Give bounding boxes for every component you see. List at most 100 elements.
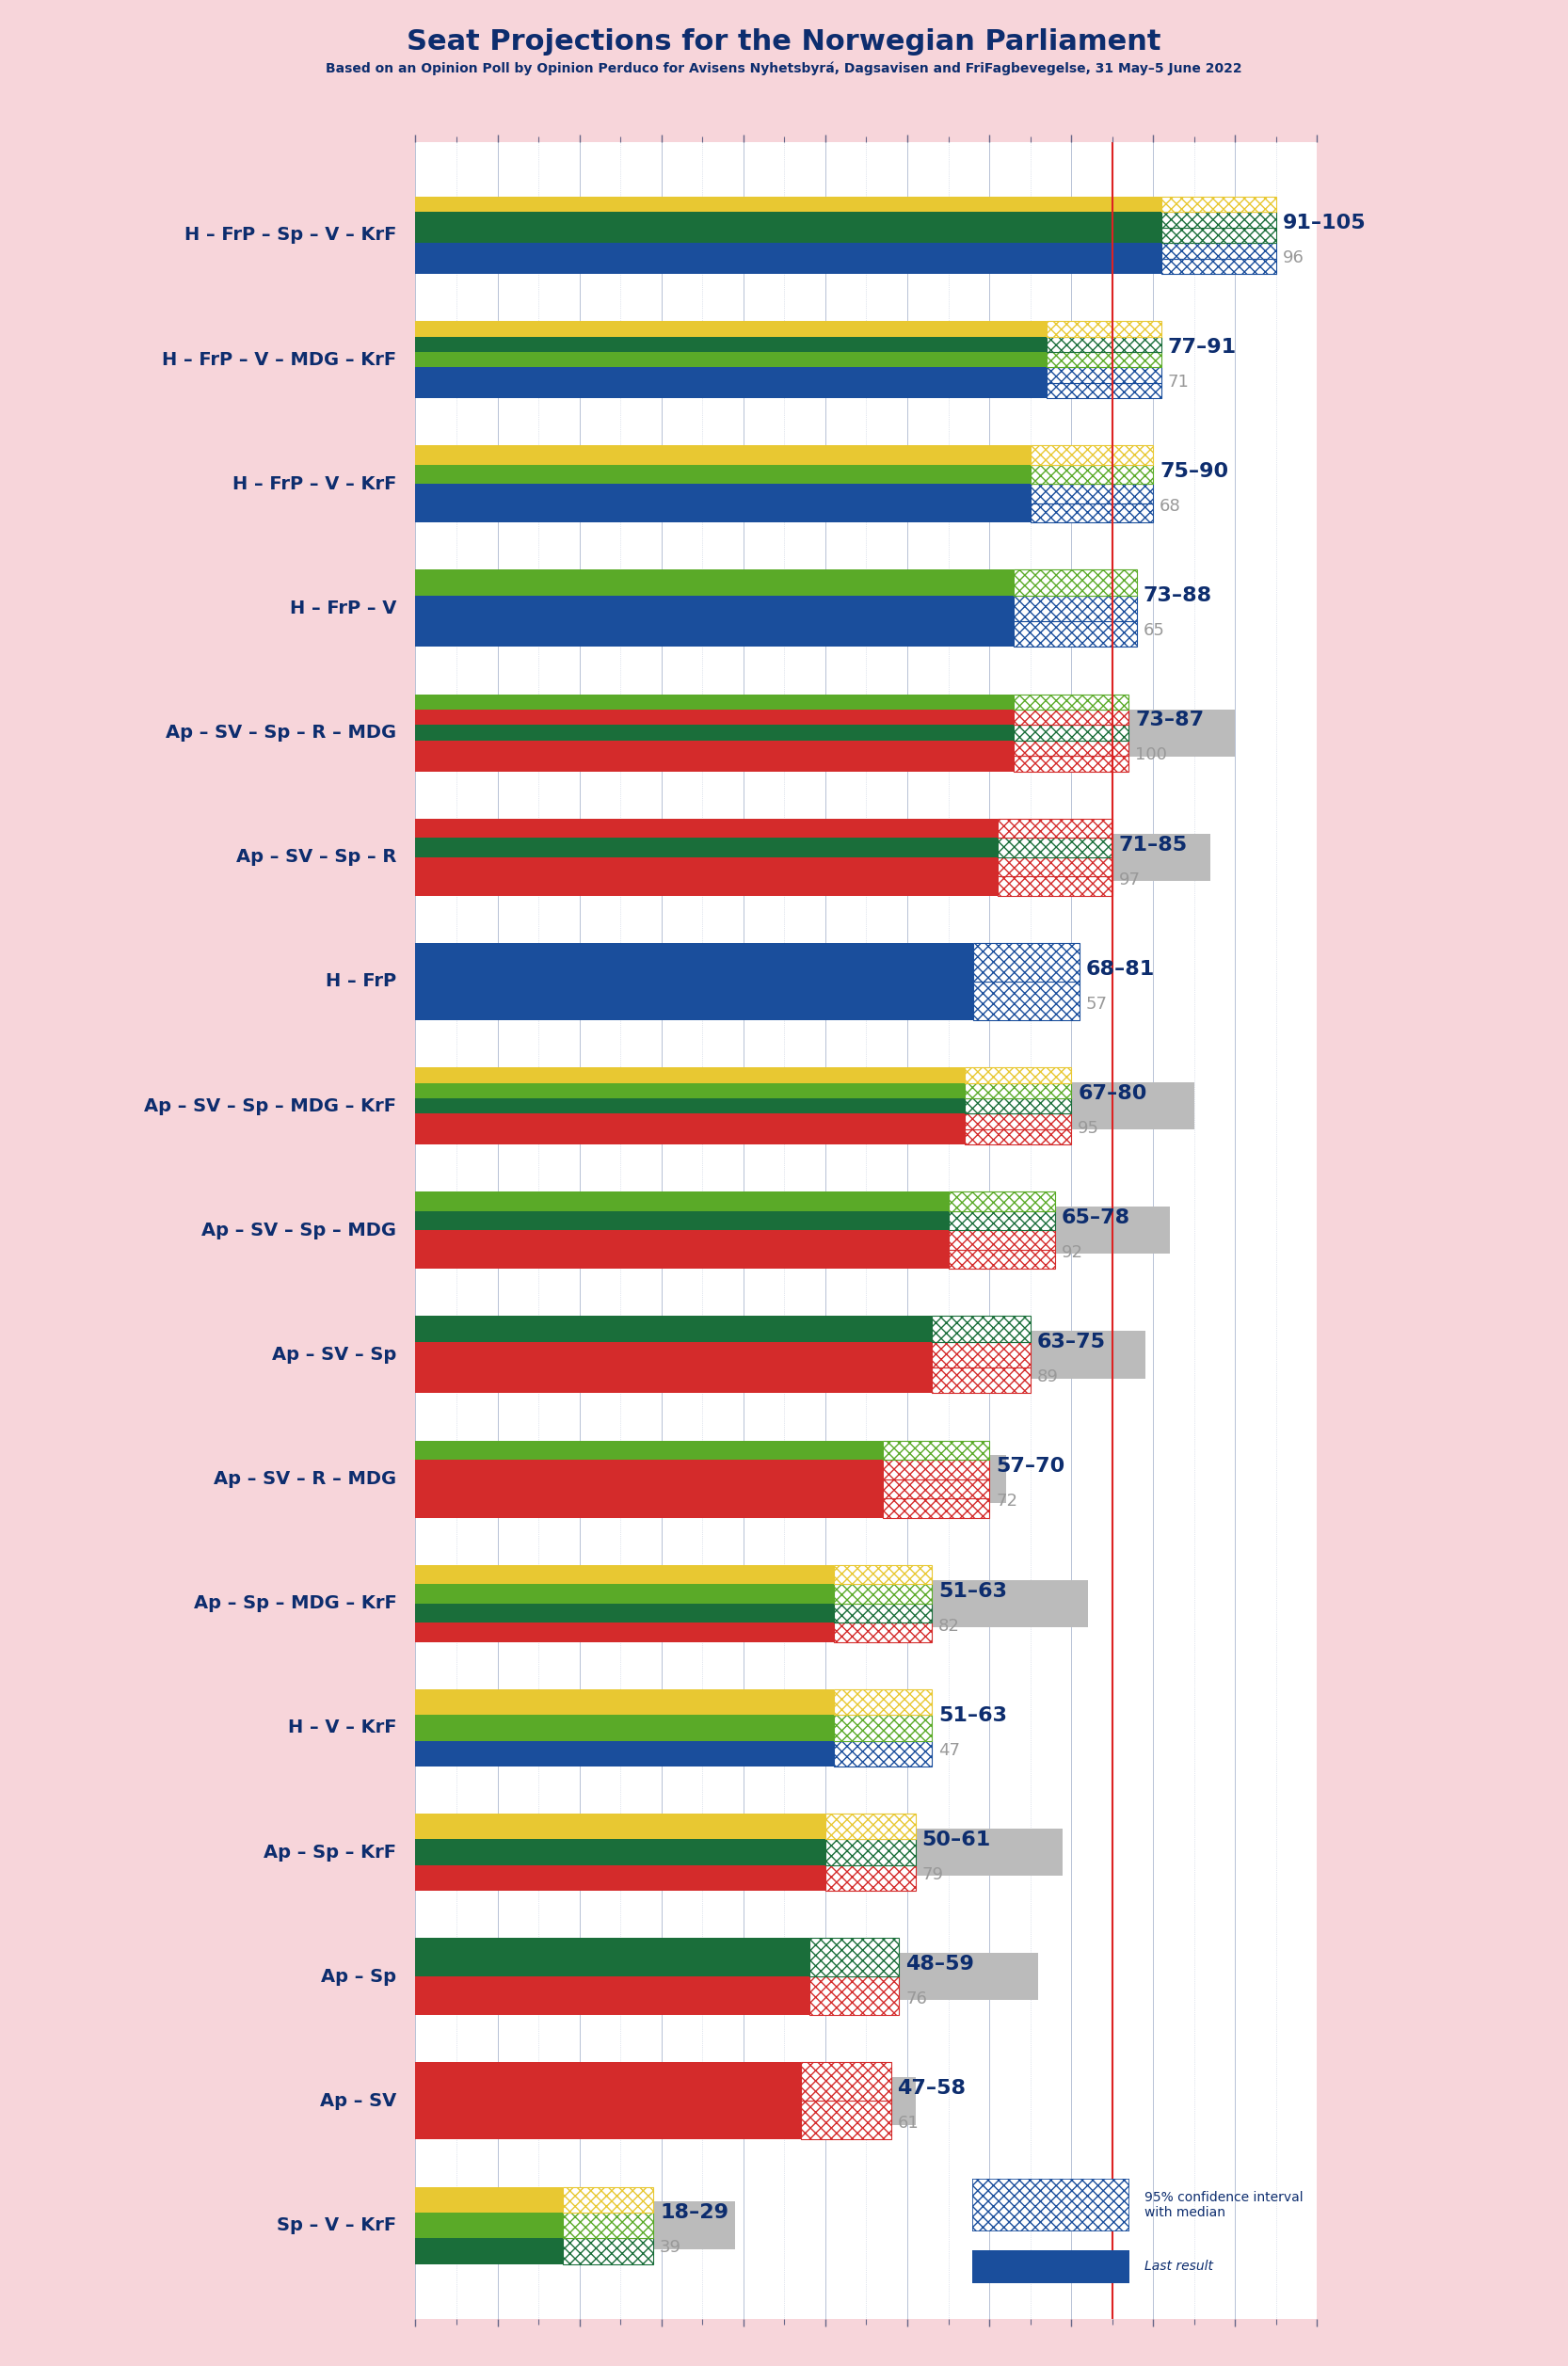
Bar (931, 1315, 1030, 1342)
Bar (964, 1129, 1071, 1145)
Bar (416, 819, 997, 838)
Bar (1014, 622, 1137, 646)
Bar (416, 838, 997, 856)
Bar (416, 1129, 964, 1145)
Bar (416, 570, 1014, 596)
Text: 89: 89 (1036, 1368, 1058, 1386)
Text: 72: 72 (996, 1493, 1018, 1510)
Bar (834, 1604, 931, 1623)
Bar (801, 2063, 891, 2101)
Bar (1014, 755, 1129, 771)
Bar (416, 1342, 931, 1368)
Text: 67–80: 67–80 (1077, 1084, 1146, 1103)
Bar (416, 1704, 801, 1751)
Text: 73–87: 73–87 (1135, 710, 1204, 729)
Bar (416, 1564, 834, 1585)
Bar (834, 1689, 931, 1715)
Text: Ap – Sp – KrF: Ap – Sp – KrF (263, 1843, 397, 1862)
Bar (997, 838, 1112, 856)
Bar (883, 1460, 989, 1479)
Text: 61: 61 (897, 2115, 919, 2132)
Bar (1162, 196, 1276, 213)
Bar (416, 227, 1162, 244)
Bar (416, 1315, 931, 1342)
Bar (416, 1952, 1038, 1999)
Text: 48–59: 48–59 (906, 1954, 974, 1973)
Text: 100: 100 (1135, 748, 1167, 764)
Text: 47: 47 (938, 1741, 960, 1758)
Bar (416, 445, 1030, 464)
Bar (416, 213, 1162, 227)
Bar (834, 1715, 931, 1741)
Text: H – V – KrF: H – V – KrF (289, 1720, 397, 1737)
Bar (1030, 464, 1152, 485)
Bar (883, 1441, 989, 1460)
Bar (801, 2101, 891, 2139)
Bar (416, 1192, 949, 1211)
Bar (416, 944, 972, 982)
Bar (416, 1689, 834, 1715)
Bar (964, 1098, 1071, 1114)
Bar (416, 2212, 563, 2238)
Bar (416, 2186, 563, 2212)
Bar (416, 1207, 1170, 1254)
Text: Ap – SV – Sp – R – MDG: Ap – SV – Sp – R – MDG (166, 724, 397, 741)
Bar (964, 1084, 1071, 1098)
Bar (416, 584, 949, 632)
Bar (416, 875, 997, 897)
Bar (416, 622, 1014, 646)
Text: 76: 76 (906, 1990, 927, 2006)
Bar (416, 1479, 883, 1498)
Bar (997, 875, 1112, 897)
Bar (1014, 724, 1129, 741)
Bar (416, 244, 1162, 258)
Text: Sp – V – KrF: Sp – V – KrF (278, 2217, 397, 2234)
Bar (563, 2212, 654, 2238)
Bar (809, 1938, 898, 1976)
Bar (416, 1084, 964, 1098)
Bar (883, 1479, 989, 1498)
Bar (1014, 710, 1129, 724)
Bar (416, 1741, 834, 1767)
Text: 92: 92 (1062, 1245, 1083, 1261)
Bar (416, 211, 1203, 258)
Text: 79: 79 (922, 1867, 944, 1883)
Text: Ap – SV – Sp: Ap – SV – Sp (273, 1346, 397, 1363)
Text: Ap – SV – Sp – MDG: Ap – SV – Sp – MDG (202, 1221, 397, 1240)
Bar (416, 1829, 1063, 1876)
Bar (1047, 353, 1162, 367)
Bar (416, 258, 1162, 274)
Text: 68–81: 68–81 (1087, 961, 1156, 980)
Bar (809, 1976, 898, 2016)
Text: H – FrP – Sp – V – KrF: H – FrP – Sp – V – KrF (185, 227, 397, 244)
Bar (1162, 227, 1276, 244)
Bar (416, 1715, 834, 1741)
Text: Seat Projections for the Norwegian Parliament: Seat Projections for the Norwegian Parli… (406, 28, 1162, 57)
Bar (416, 485, 1030, 504)
Text: H – FrP – V: H – FrP – V (290, 599, 397, 618)
Bar (834, 1585, 931, 1604)
Bar (825, 1838, 916, 1864)
Bar (1047, 322, 1162, 336)
Bar (416, 196, 1162, 213)
Bar (1047, 383, 1162, 397)
Bar (416, 856, 997, 875)
Text: 68: 68 (1160, 497, 1181, 516)
Text: 95: 95 (1077, 1119, 1099, 1136)
Bar (964, 1114, 1071, 1129)
Bar (883, 1498, 989, 1517)
Bar (416, 710, 1236, 757)
Text: 73–88: 73–88 (1143, 587, 1212, 606)
Bar (416, 336, 1047, 353)
Text: 91–105: 91–105 (1283, 213, 1366, 232)
Bar (825, 1815, 916, 1838)
Text: 96: 96 (1283, 248, 1305, 265)
Bar (416, 1114, 964, 1129)
Text: Ap – Sp – MDG – KrF: Ap – Sp – MDG – KrF (193, 1595, 397, 1611)
Text: 18–29: 18–29 (660, 2203, 729, 2222)
Bar (416, 982, 972, 1020)
Bar (1162, 244, 1276, 258)
Bar (416, 1838, 825, 1864)
Bar (416, 833, 1210, 880)
Bar (834, 1623, 931, 1642)
